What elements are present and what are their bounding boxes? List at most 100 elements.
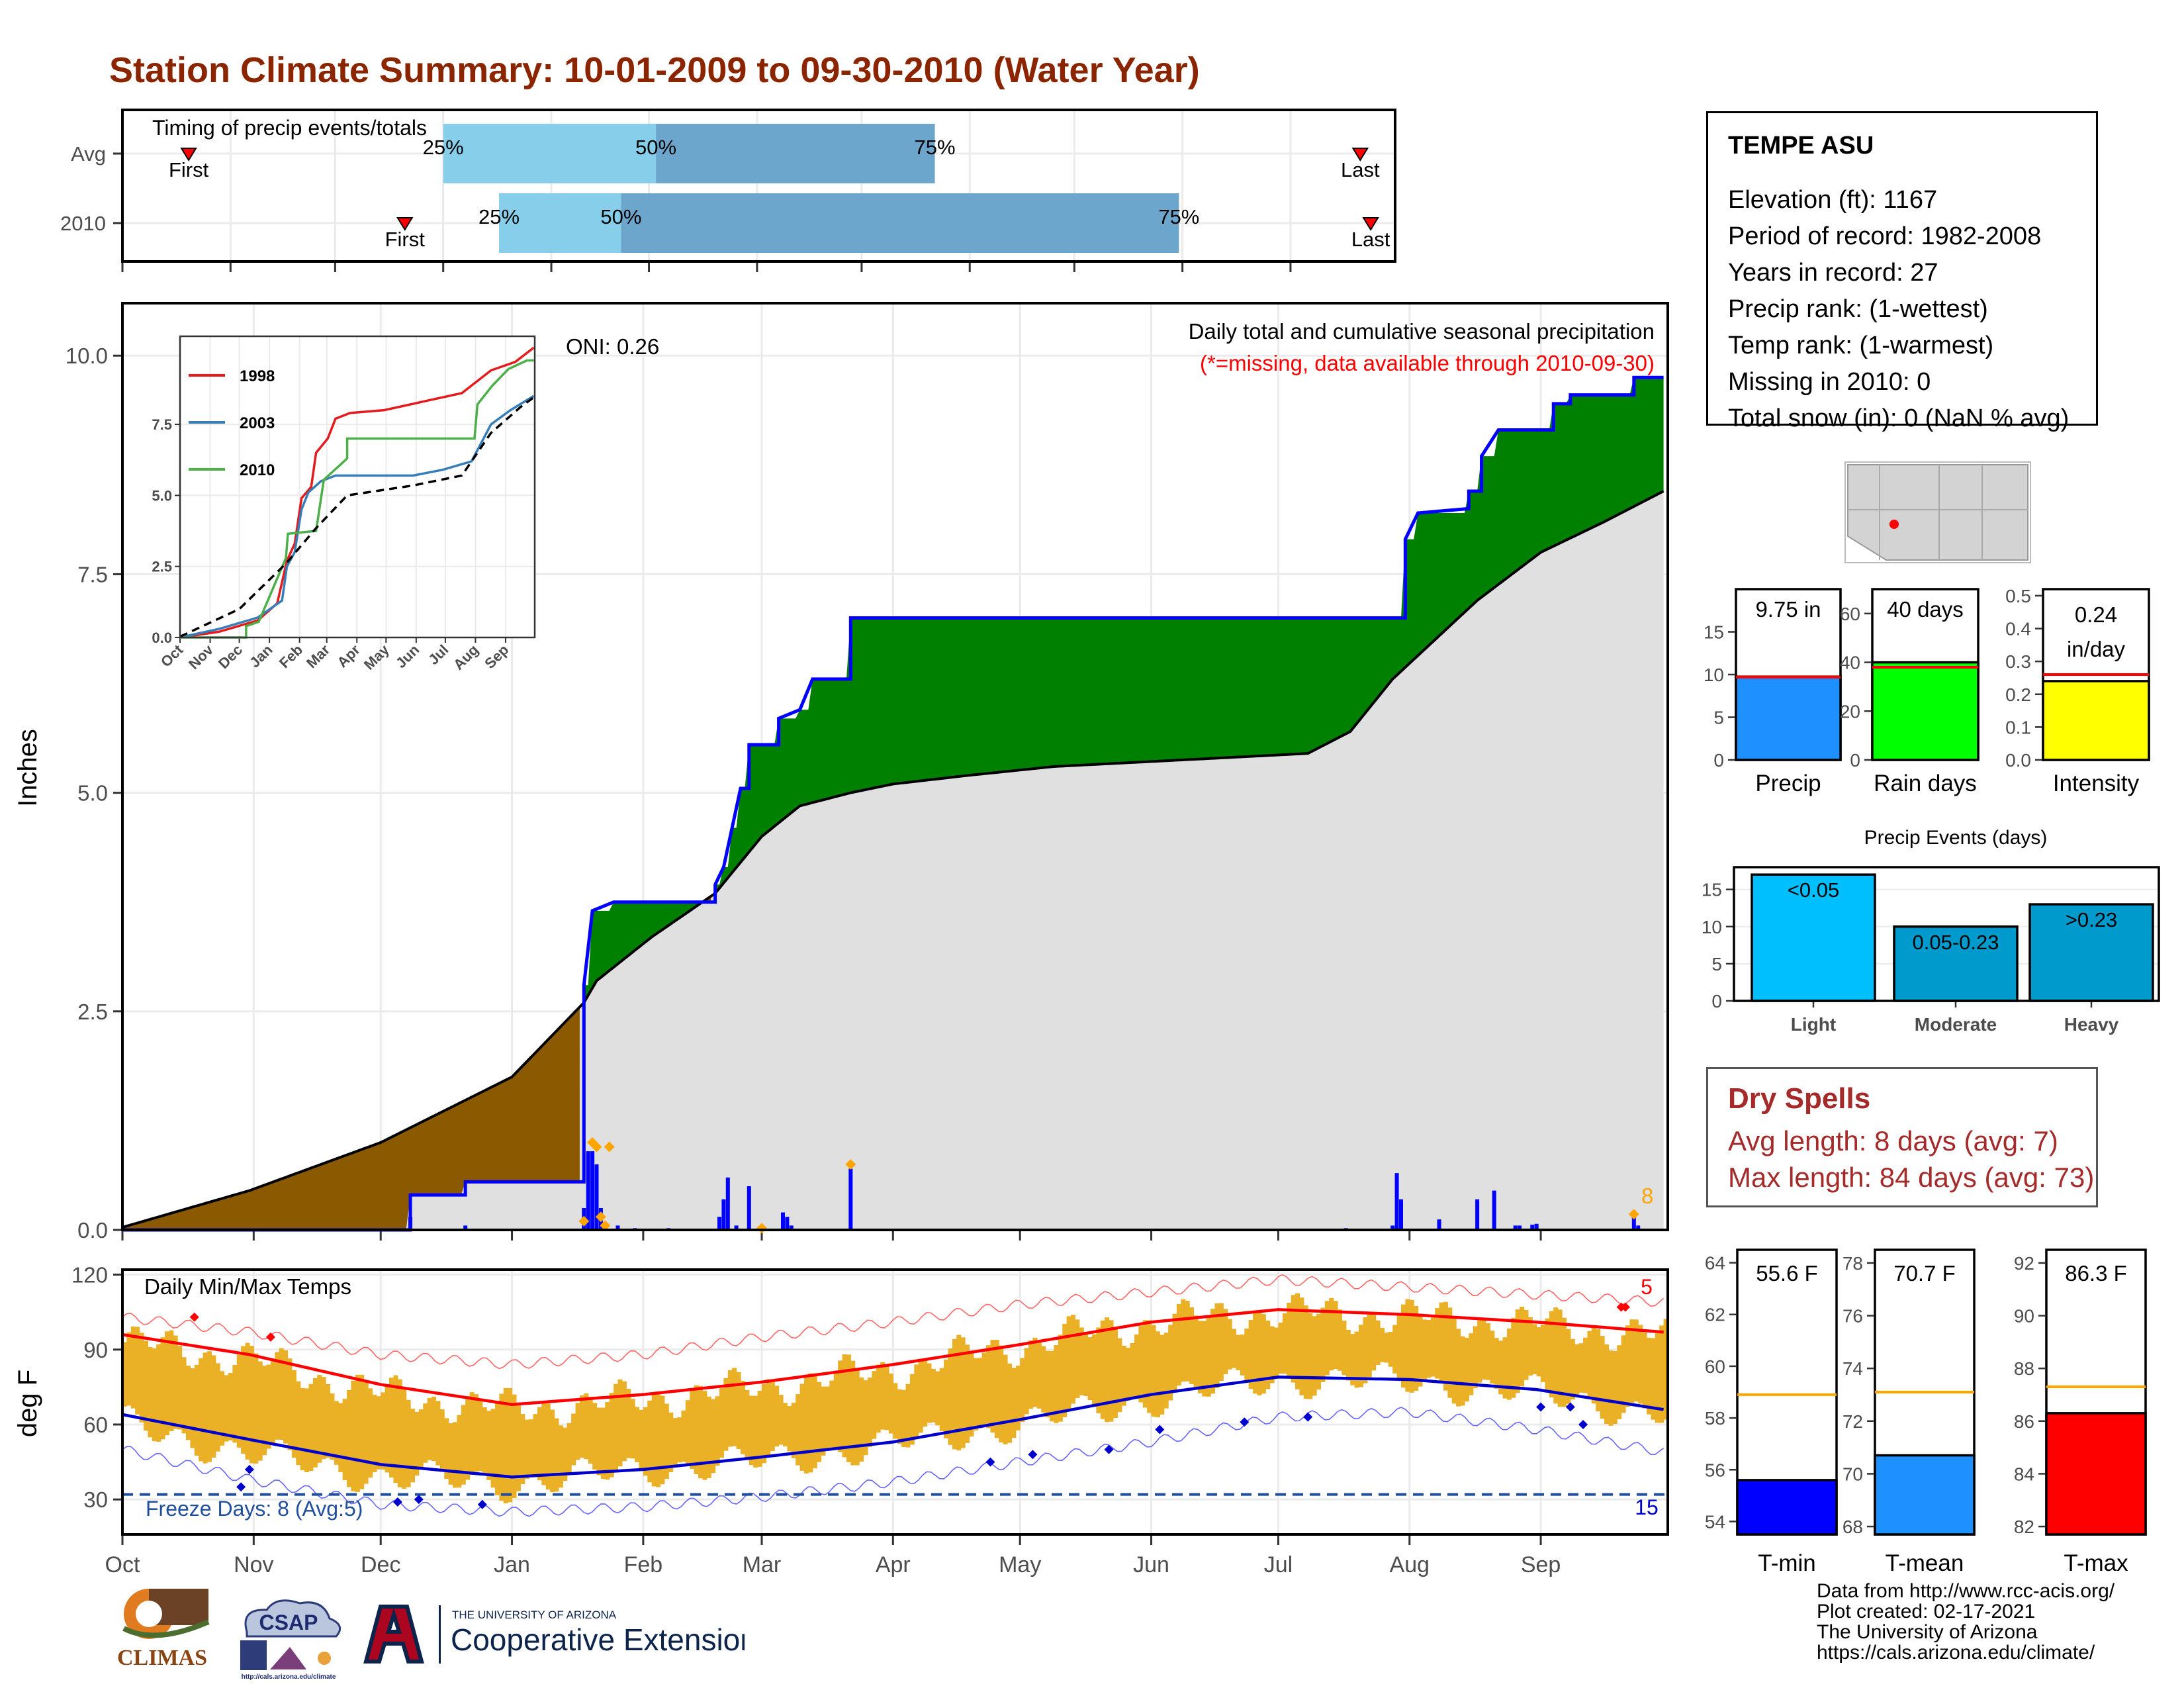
temps-daily-range-bar — [1248, 1319, 1253, 1389]
inset-legend-label: 2010 — [240, 461, 275, 479]
month-axis-label: Dec — [361, 1552, 400, 1577]
temps-daily-range-bar — [1185, 1300, 1190, 1382]
events-x-label: Light — [1791, 1014, 1836, 1035]
temps-avg-min-line — [122, 1376, 1664, 1479]
temps-daily-range-bar — [1163, 1333, 1169, 1409]
temps-daily-range-bar — [732, 1368, 737, 1446]
precip-y-tick-label: 2.5 — [77, 1000, 108, 1024]
tmin_summary-y-tick-label: 54 — [1705, 1511, 1725, 1532]
temps-daily-range-bar — [1655, 1333, 1660, 1423]
temps-daily-range-bar — [427, 1397, 432, 1460]
intensity-y-tick-label: 0.5 — [2005, 586, 2031, 606]
temps-daily-range-bar — [465, 1396, 471, 1480]
dry-spells-box: Dry Spells Avg length: 8 days (avg: 7) M… — [1706, 1067, 2098, 1207]
temps-daily-range-bar — [1651, 1338, 1656, 1420]
temps-daily-range-bar — [952, 1338, 957, 1450]
temps-daily-range-bar — [1338, 1309, 1343, 1371]
temps-daily-range-bar — [1062, 1323, 1068, 1417]
temps-daily-range-bar — [1587, 1331, 1592, 1397]
temps-panel-border — [121, 1268, 1669, 1536]
tmean_summary-y-tick-label: 74 — [1843, 1358, 1863, 1379]
temps-daily-range-bar — [854, 1370, 860, 1466]
temps-daily-range-bar — [749, 1395, 754, 1466]
temps-daily-range-bar — [423, 1403, 428, 1463]
temps-daily-range-bar — [1126, 1347, 1131, 1401]
temps-daily-range-bar — [1147, 1320, 1152, 1413]
temps-daily-range-bar — [1003, 1354, 1008, 1444]
precip-panel-subtitle: (*=missing, data available through 2010-… — [1200, 351, 1655, 375]
temps-daily-range-bar — [1291, 1295, 1296, 1383]
temps-daily-range-bar — [935, 1371, 940, 1426]
temps-daily-range-bar — [385, 1384, 390, 1473]
temps-daily-range-bar — [1583, 1337, 1588, 1393]
temps-daily-range-bar — [986, 1345, 991, 1429]
tmean_summary-y-tick-label: 72 — [1843, 1411, 1863, 1432]
tmin_summary-y-tick-label: 56 — [1705, 1460, 1725, 1480]
temps-daily-range-bar — [1375, 1320, 1381, 1365]
temps-daily-range-bar — [1469, 1333, 1474, 1395]
temps-daily-range-bar — [960, 1337, 966, 1448]
temps-daily-range-bar — [1202, 1321, 1207, 1397]
station-period: Period of record: 1982-2008 — [1728, 222, 2042, 250]
precip-daily-bar — [848, 1168, 853, 1230]
temps-daily-range-bar — [1210, 1309, 1216, 1394]
events-bar-light — [1751, 873, 1876, 1002]
temps-daily-range-bar — [918, 1358, 923, 1433]
temps-daily-range-bar — [1253, 1313, 1258, 1394]
temps-daily-range-bar — [253, 1353, 259, 1464]
temps-daily-range-bar — [1477, 1320, 1482, 1383]
temps-daily-range-bar — [326, 1383, 331, 1458]
precip-daily-bar — [780, 1212, 785, 1230]
temps-daily-range-bar — [948, 1348, 953, 1445]
temps-daily-range-bar — [825, 1386, 830, 1451]
temps-daily-range-bar — [266, 1364, 271, 1449]
temps-daily-range-bar — [782, 1403, 788, 1447]
temps-daily-range-bar — [1566, 1329, 1571, 1404]
temps-daily-range-bar — [1447, 1307, 1453, 1398]
timing-title: Timing of precip events/totals — [152, 116, 427, 140]
temps-daily-range-bar — [199, 1358, 204, 1462]
temps-daily-range-bar — [605, 1401, 610, 1480]
temps-record-low-marker — [414, 1495, 424, 1505]
temps-record-high-marker — [1621, 1302, 1631, 1312]
tmin_summary-value-bar — [1736, 1479, 1838, 1536]
temps-daily-range-bar — [1422, 1319, 1427, 1382]
precip-y-tick-label: 5.0 — [77, 781, 108, 806]
rain_days-value-label: 40 days — [1887, 597, 1964, 622]
page-title: Station Climate Summary: 10-01-2009 to 0… — [109, 50, 1200, 90]
precip-event-marker — [595, 1211, 606, 1223]
temps-daily-range-bar — [173, 1335, 178, 1429]
temps-y-tick-label: 30 — [83, 1487, 108, 1512]
temps-daily-range-bar — [215, 1363, 220, 1452]
temps-daily-range-bar — [706, 1396, 711, 1478]
temps-daily-range-bar — [817, 1382, 822, 1462]
precip-daily-bar — [1636, 1225, 1641, 1230]
temps-daily-range-bar — [626, 1389, 631, 1458]
temps-daily-range-bar — [914, 1364, 919, 1440]
temps-daily-range-bar — [1155, 1331, 1160, 1418]
temps-daily-range-bar — [1197, 1321, 1203, 1393]
timing-bar-q50-q75 — [656, 124, 935, 183]
temps-daily-range-bar — [478, 1400, 483, 1472]
temps-daily-range-bar — [923, 1358, 928, 1427]
precip-y-tick-label: 0.0 — [77, 1218, 108, 1243]
temps-daily-range-bar — [1091, 1334, 1097, 1407]
temps-daily-range-bar — [558, 1425, 563, 1488]
temps-daily-range-bar — [444, 1418, 449, 1479]
station-years: Years in record: 27 — [1728, 259, 1938, 287]
precip-daily-bar — [747, 1186, 751, 1230]
temps-record-low-marker — [1578, 1419, 1588, 1429]
temps-daily-range-bar — [1214, 1303, 1220, 1388]
temps-daily-range-bar — [1333, 1301, 1338, 1370]
temps-daily-range-bar — [787, 1406, 792, 1452]
temps-daily-range-bar — [1502, 1337, 1508, 1399]
temps-daily-range-bar — [1308, 1313, 1313, 1399]
temps-daily-range-bar — [291, 1370, 296, 1458]
temps-daily-range-bar — [812, 1376, 817, 1469]
temps-daily-range-bar — [486, 1411, 492, 1480]
temps-daily-range-bar — [1345, 1329, 1351, 1381]
temps-daily-range-bar — [1142, 1320, 1148, 1408]
temps-record-low-marker — [236, 1482, 246, 1492]
temps-daily-range-bar — [829, 1380, 835, 1448]
